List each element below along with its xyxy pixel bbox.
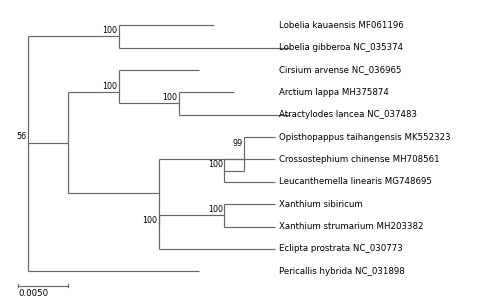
Text: Crossostephium chinense MH708561: Crossostephium chinense MH708561	[279, 155, 440, 164]
Text: Opisthopappus taihangensis MK552323: Opisthopappus taihangensis MK552323	[279, 132, 450, 141]
Text: Lobelia gibberoa NC_035374: Lobelia gibberoa NC_035374	[279, 43, 403, 52]
Text: 56: 56	[16, 132, 26, 141]
Text: Pericallis hybrida NC_031898: Pericallis hybrida NC_031898	[279, 267, 405, 276]
Text: 100: 100	[208, 160, 222, 169]
Text: 100: 100	[102, 26, 117, 35]
Text: Atractylodes lancea NC_037483: Atractylodes lancea NC_037483	[279, 110, 417, 119]
Text: 99: 99	[232, 139, 243, 148]
Text: Leucanthemella linearis MG748695: Leucanthemella linearis MG748695	[279, 177, 432, 186]
Text: 100: 100	[208, 205, 222, 214]
Text: Cirsium arvense NC_036965: Cirsium arvense NC_036965	[279, 65, 402, 74]
Text: Eclipta prostrata NC_030773: Eclipta prostrata NC_030773	[279, 244, 403, 253]
Text: Xanthium strumarium MH203382: Xanthium strumarium MH203382	[279, 222, 424, 231]
Text: Xanthium sibiricum: Xanthium sibiricum	[279, 200, 363, 209]
Text: 0.0050: 0.0050	[18, 289, 48, 298]
Text: Lobelia kauaensis MF061196: Lobelia kauaensis MF061196	[279, 21, 404, 30]
Text: 100: 100	[102, 82, 117, 91]
Text: 100: 100	[162, 93, 178, 102]
Text: Arctium lappa MH375874: Arctium lappa MH375874	[279, 88, 389, 97]
Text: 100: 100	[142, 216, 158, 225]
